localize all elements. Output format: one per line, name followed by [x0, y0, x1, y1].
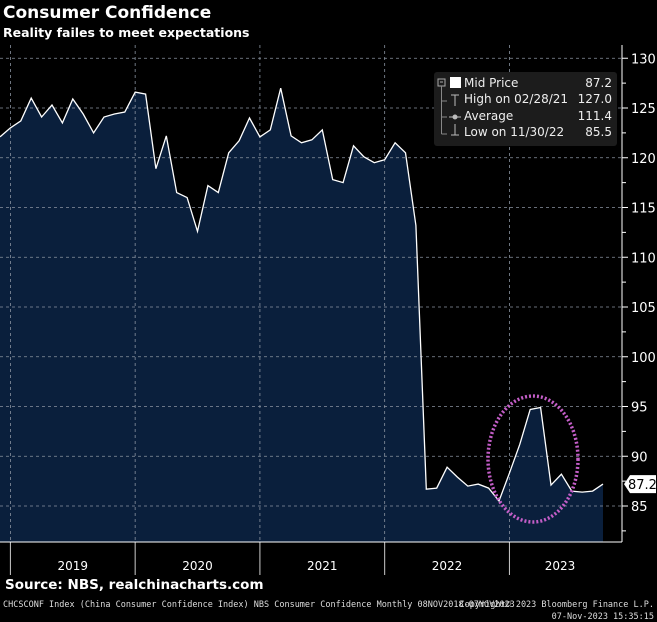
last-value-tag	[624, 475, 656, 494]
y-tick-label: 100	[631, 351, 656, 366]
legend-tree-icon	[437, 77, 461, 136]
legend-label: Mid Price	[464, 76, 519, 90]
legend-item-high: High on 02/28/21 127.0	[464, 92, 612, 106]
area-fill	[0, 88, 603, 542]
footer-copyright: Copyright© 2023 Bloomberg Finance L.P.	[459, 600, 654, 610]
legend-item-low: Low on 11/30/22 85.5	[464, 125, 612, 139]
average-marker-icon	[449, 114, 461, 120]
x-tick-label: 2021	[307, 559, 338, 573]
legend-label: Average	[464, 109, 514, 123]
legend-value: 87.2	[585, 76, 612, 90]
high-marker-icon	[451, 94, 459, 106]
white-square-icon	[450, 77, 461, 88]
legend-value: 127.0	[577, 92, 612, 106]
y-tick-label: 120	[631, 152, 656, 167]
x-tick-label: 2023	[545, 559, 576, 573]
legend-item-average: Average 111.4	[464, 109, 612, 123]
x-tick-label: 2020	[182, 559, 213, 573]
footer-timestamp: 07-Nov-2023 15:35:15	[551, 612, 654, 622]
y-tick-label: 115	[631, 202, 656, 217]
x-tick-label: 2019	[58, 559, 89, 573]
legend-label: High on 02/28/21	[464, 92, 569, 106]
chart-title: Consumer Confidence	[3, 3, 212, 23]
x-tick-label: 2022	[432, 559, 463, 573]
low-marker-icon	[451, 124, 459, 136]
y-tick-label: 85	[631, 500, 648, 515]
legend-value: 85.5	[585, 125, 612, 139]
y-tick-label: 95	[631, 401, 648, 416]
highlight-ellipse	[486, 394, 580, 524]
y-tick-label: 105	[631, 301, 656, 316]
y-tick-label: 110	[631, 251, 656, 266]
legend-value: 111.4	[577, 109, 612, 123]
legend-label: Low on 11/30/22	[464, 125, 565, 139]
last-value-label: 87.2	[628, 478, 657, 493]
legend-item-mid-price: Mid Price 87.2	[464, 76, 612, 90]
chart-subtitle: Reality failes to meet expectations	[3, 25, 250, 40]
footer-description: CHCSCONF Index (China Consumer Confidenc…	[3, 600, 515, 610]
legend: Mid Price 87.2 High on 02/28/21 127.0 Aver…	[434, 72, 617, 146]
source-note: Source: NBS, realchinacharts.com	[5, 577, 264, 593]
y-tick-label: 130	[631, 52, 656, 67]
series-line	[0, 87, 604, 503]
y-tick-label: 90	[631, 450, 648, 465]
y-tick-label: 125	[631, 102, 656, 117]
